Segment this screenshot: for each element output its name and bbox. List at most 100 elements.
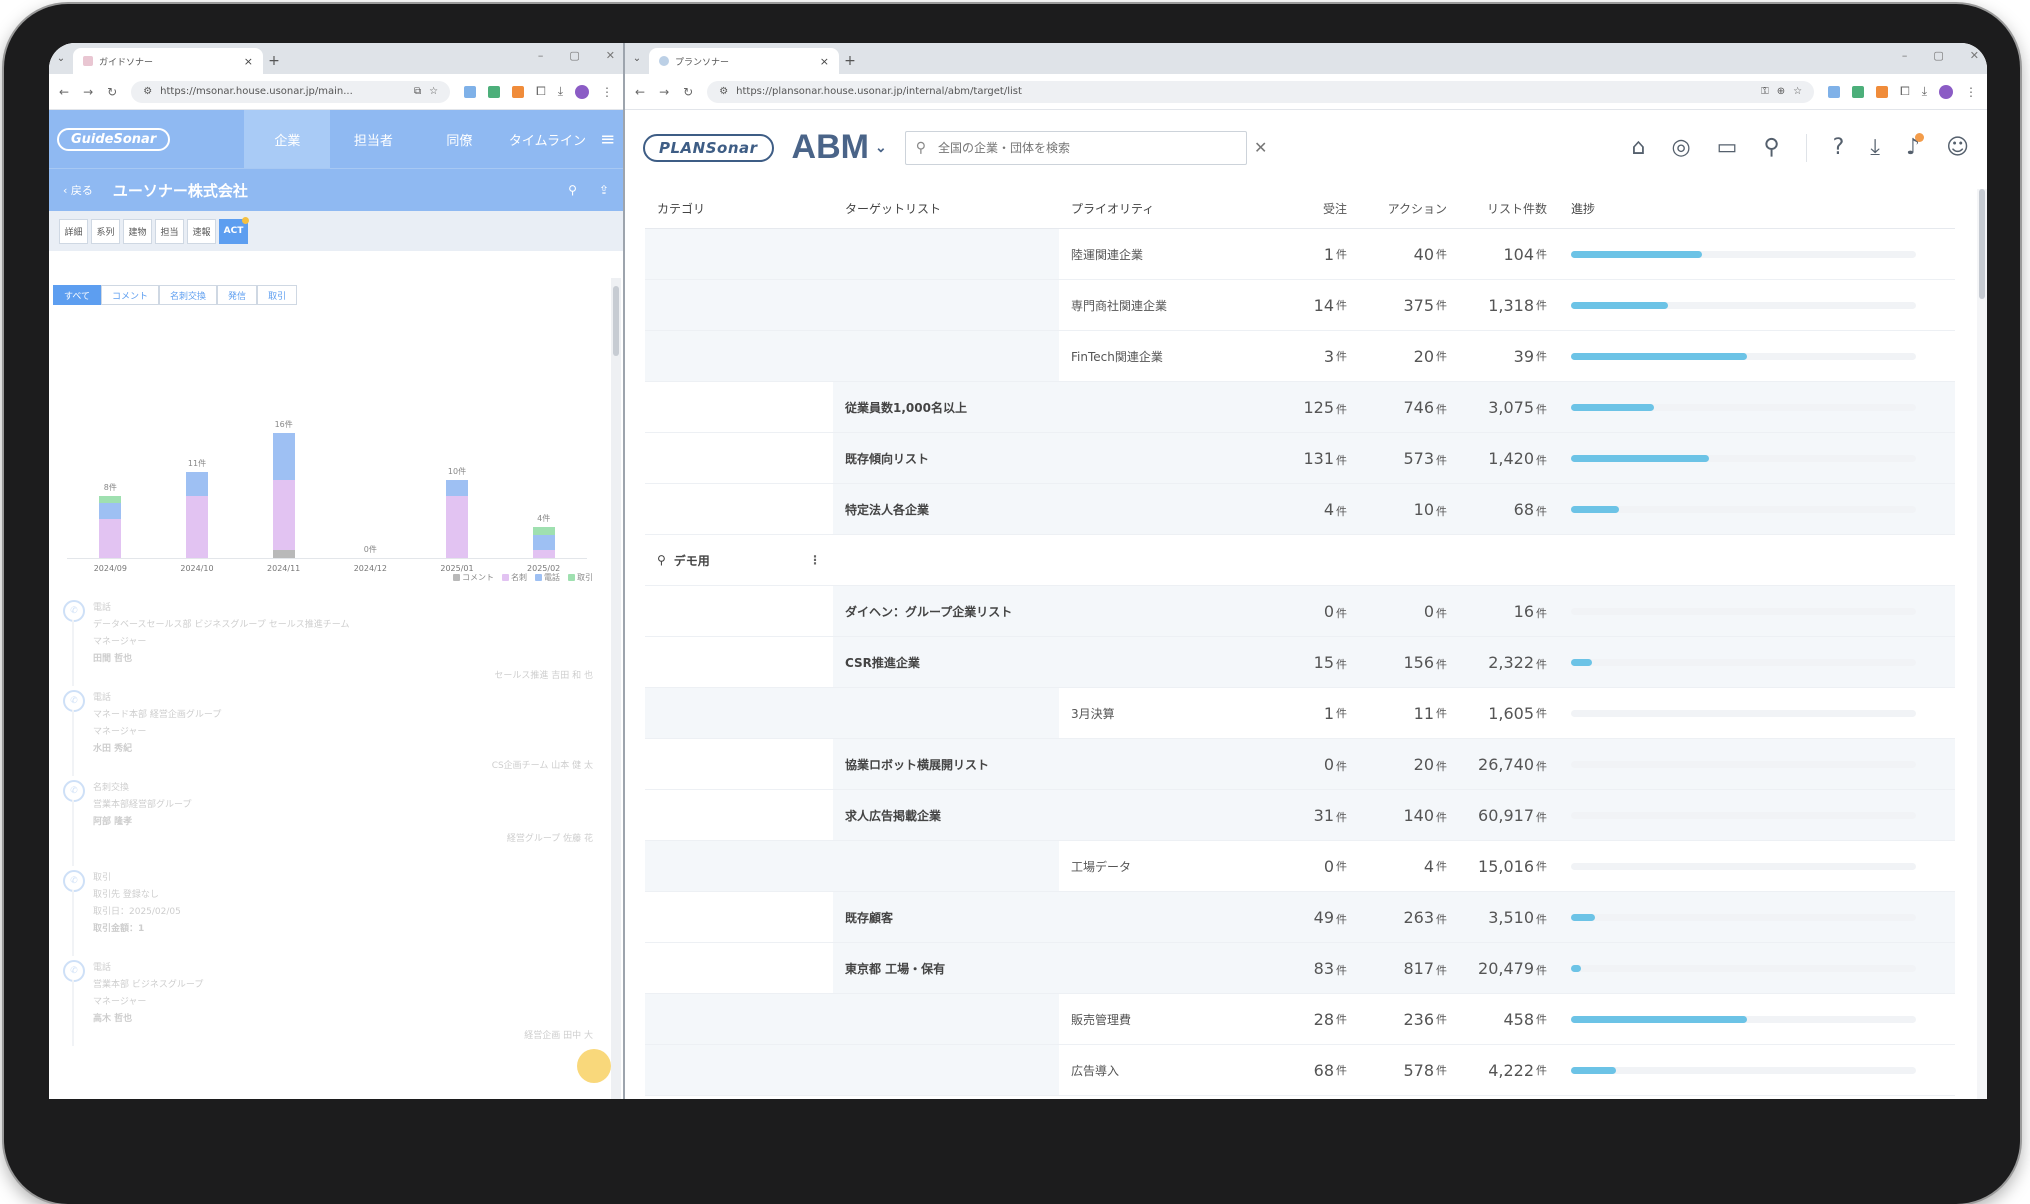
help-icon[interactable]: ?	[1832, 135, 1845, 160]
tab-news[interactable]: 速報	[187, 218, 216, 244]
more-icon[interactable]: ⋮	[1965, 84, 1977, 99]
scrollbar[interactable]	[1977, 189, 1987, 1099]
site-info-icon[interactable]: ⚙	[719, 86, 729, 97]
new-tab-icon[interactable]: +	[268, 53, 280, 69]
bar-segment[interactable]	[99, 495, 122, 504]
back-button[interactable]: ‹ 戻る	[63, 184, 93, 197]
priority-cell[interactable]: 専門商社関連企業	[1059, 280, 1259, 330]
clear-search-icon[interactable]: ✕	[1254, 138, 1268, 157]
target-cell[interactable]	[833, 688, 1059, 738]
col-category[interactable]: カテゴリ	[657, 201, 706, 216]
col-target[interactable]: ターゲットリスト	[845, 201, 942, 216]
target-cell[interactable]	[833, 994, 1059, 1044]
browser-tab[interactable]: プランソナー ×	[649, 48, 839, 74]
extension-icon[interactable]	[1876, 85, 1889, 98]
target-cell[interactable]: ダイヘン：グループ企業リスト	[845, 604, 1013, 619]
bar-segment[interactable]	[532, 534, 555, 551]
share-icon[interactable]: ⇪	[598, 183, 609, 197]
target-cell[interactable]: 東京都 工場・保有	[845, 961, 946, 976]
bar-segment[interactable]	[186, 495, 208, 558]
module-switcher[interactable]: ABM ⌄	[792, 128, 887, 167]
bar-segment[interactable]	[446, 495, 468, 558]
col-orders[interactable]: 受注	[1322, 201, 1347, 216]
more-options-icon[interactable]: ⋮	[809, 553, 821, 567]
target-cell[interactable]: 求人広告掲載企業	[845, 808, 942, 823]
timeline-item[interactable]: ✆ 電話 営業本部 ビジネスグループ マネージャー 高木 哲也 経営企画 田中 大	[49, 956, 609, 1046]
table-row[interactable]: FinTech関連企業 3 件 20 件 39 件	[645, 331, 1955, 382]
window-close-icon[interactable]: ✕	[605, 49, 615, 62]
bar-segment[interactable]	[532, 526, 555, 535]
scrollbar-thumb[interactable]	[1979, 189, 1985, 299]
tab-search-icon[interactable]: ⌄	[56, 53, 66, 64]
table-row[interactable]: 広告導入 68 件 578 件 4,222 件	[645, 1045, 1955, 1096]
forward-icon[interactable]: →	[659, 84, 670, 99]
download-icon[interactable]: ⤓	[557, 84, 563, 98]
tab-affiliate[interactable]: 系列	[91, 218, 120, 244]
filter-card-exchange[interactable]: 名刺交換	[159, 285, 218, 305]
target-cell[interactable]: 既存傾向リスト	[845, 451, 930, 466]
filter-all[interactable]: すべて	[53, 285, 102, 305]
maximize-icon[interactable]: ▢	[1933, 49, 1944, 62]
filter-comment[interactable]: コメント	[101, 285, 160, 305]
nav-colleagues[interactable]: 同僚	[446, 133, 473, 149]
bar-segment[interactable]	[532, 550, 555, 558]
back-icon[interactable]: ←	[635, 84, 646, 99]
monitor-search-icon[interactable]: ▭	[1716, 135, 1738, 160]
tab-close-icon[interactable]: ×	[243, 54, 253, 68]
table-row[interactable]: 専門商社関連企業 14 件 375 件 1,318 件	[645, 280, 1955, 331]
table-row[interactable]: 既存傾向リスト 131 件 573 件 1,420 件	[645, 433, 1955, 484]
maximize-icon[interactable]: ▢	[569, 49, 580, 62]
table-row[interactable]: 東京都 工場・保有 83 件 817 件 20,479 件	[645, 943, 1955, 994]
puzzle-icon[interactable]: ⧠	[1900, 84, 1910, 98]
download-icon[interactable]: ⤓	[1921, 84, 1927, 98]
table-row[interactable]: ⚲ デモ用 ⋮	[645, 535, 1955, 586]
tab-search-icon[interactable]: ⌄	[632, 53, 642, 64]
user-icon[interactable]: ☺	[1946, 135, 1969, 160]
col-priority[interactable]: プライオリティ	[1071, 201, 1155, 216]
filter-outgoing[interactable]: 発信	[217, 285, 258, 305]
tab-detail[interactable]: 詳細	[59, 218, 88, 244]
minimize-icon[interactable]: –	[1901, 49, 1908, 62]
tab-close-icon[interactable]: ×	[819, 54, 829, 68]
profile-avatar[interactable]	[1939, 84, 1953, 99]
bell-icon[interactable]: ♪	[1906, 133, 1925, 160]
legend-item[interactable]: 名刺	[502, 572, 527, 583]
tab-contact[interactable]: 担当	[155, 218, 184, 244]
bar-segment[interactable]	[99, 518, 122, 558]
back-icon[interactable]: ←	[59, 84, 70, 99]
table-row[interactable]: 特定法人各企業 4 件 10 件 68 件	[645, 484, 1955, 535]
table-row[interactable]: 既存顧客 49 件 263 件 3,510 件	[645, 892, 1955, 943]
timeline-item[interactable]: ✆ 名刺交換 営業本部経営部グループ 阿部 隆孝 経営グループ 佐藤 花	[49, 776, 609, 866]
search-input[interactable]	[935, 139, 1236, 156]
extension-icon[interactable]	[488, 85, 501, 98]
hamburger-menu-icon[interactable]: ≡	[600, 128, 616, 150]
install-icon[interactable]: ⧉	[413, 86, 422, 97]
col-progress[interactable]: 進捗	[1571, 201, 1596, 216]
target-icon[interactable]: ◎	[1671, 135, 1691, 160]
col-actions[interactable]: アクション	[1387, 201, 1447, 216]
extension-icon[interactable]	[1852, 85, 1865, 98]
bar-segment[interactable]	[99, 503, 122, 519]
table-row[interactable]: CSR推進企業 15 件 156 件 2,322 件	[645, 637, 1955, 688]
table-row[interactable]: 求人広告掲載企業 31 件 140 件 60,917 件	[645, 790, 1955, 841]
home-icon[interactable]: ⌂	[1631, 135, 1646, 160]
timeline-item[interactable]: ✆ 電話 マネード本部 経営企画グループ マネージャー 水田 秀紀 CS企画チーム 山本 …	[49, 686, 609, 776]
target-cell[interactable]: 協業ロボット横展開リスト	[845, 757, 990, 772]
reload-icon[interactable]: ↻	[107, 84, 118, 99]
key-icon[interactable]: ⚿	[1761, 86, 1769, 97]
bar-segment[interactable]	[272, 479, 295, 551]
filter-deal[interactable]: 取引	[257, 285, 298, 305]
pin-icon[interactable]: ⚲	[568, 183, 577, 197]
legend-item[interactable]: コメント	[453, 572, 494, 583]
reload-icon[interactable]: ↻	[683, 84, 694, 99]
table-row[interactable]: 協業ロボット横展開リスト 0 件 20 件 26,740 件	[645, 739, 1955, 790]
puzzle-icon[interactable]: ⧠	[536, 84, 546, 98]
extension-icon[interactable]	[1828, 85, 1841, 98]
table-row[interactable]: 販売管理費 28 件 236 件 458 件	[645, 994, 1955, 1045]
nav-company[interactable]: 企業	[244, 110, 331, 168]
target-cell[interactable]	[833, 841, 1059, 891]
zoom-icon[interactable]: ⊕	[1776, 86, 1786, 97]
nav-contacts[interactable]: 担当者	[353, 133, 393, 149]
table-row[interactable]: 3月決算 1 件 11 件 1,605 件	[645, 688, 1955, 739]
bar-segment[interactable]	[272, 550, 295, 558]
